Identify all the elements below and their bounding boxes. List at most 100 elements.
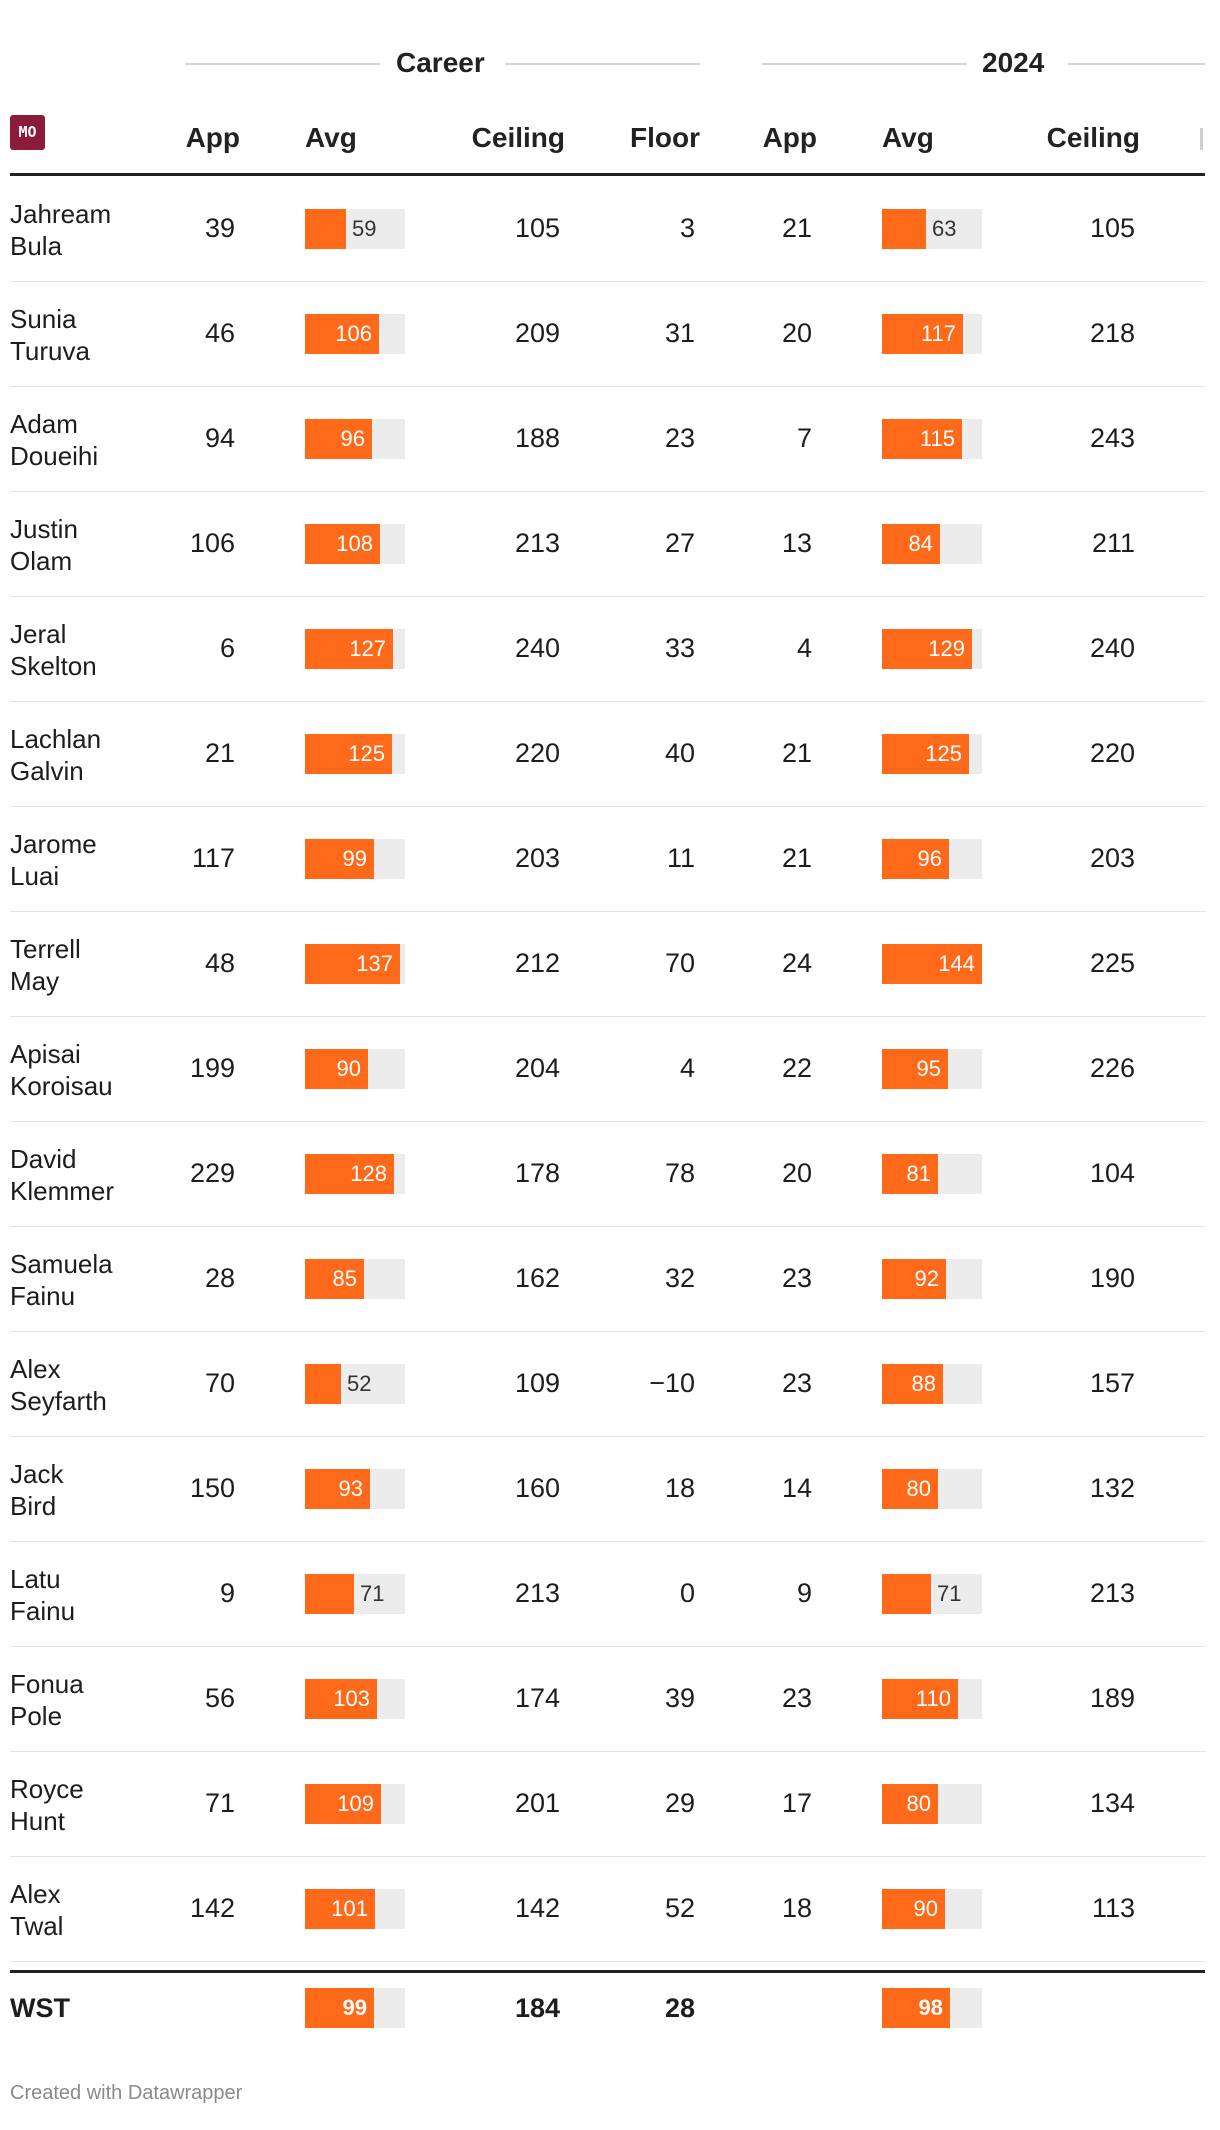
player-name: Alex Twal xyxy=(10,1879,64,1941)
career-avg-bar: 137 xyxy=(305,944,405,984)
y2024-app-cell: 4 xyxy=(796,633,812,663)
header-rule xyxy=(10,173,1205,176)
table-row: Lachlan Galvin 21 125 220 40 21 125 220 xyxy=(10,701,1205,807)
y2024-avg-fill xyxy=(882,1049,948,1089)
career-group-rule-left xyxy=(185,63,380,65)
y2024-ceiling-cell: 240 xyxy=(1089,633,1135,663)
y2024-avg-bar: 117 xyxy=(882,314,982,354)
y2024-avg-value: 117 xyxy=(920,321,956,346)
career-avg-value: 128 xyxy=(350,1161,387,1186)
career-avg-bar: 99 xyxy=(305,839,405,879)
career-avg-value: 71 xyxy=(360,1581,385,1606)
career-ceiling-cell: 220 xyxy=(514,738,560,768)
career-app-cell: 229 xyxy=(189,1158,235,1188)
y2024-avg-fill xyxy=(882,1679,958,1719)
career-avg-bar: 52 xyxy=(305,1364,405,1404)
career-avg-fill xyxy=(305,734,392,774)
y2024-avg-value: 80 xyxy=(906,1791,931,1816)
y2024-avg-value: 96 xyxy=(917,846,942,871)
player-name: Latu Fainu xyxy=(10,1564,76,1626)
career-avg-fill xyxy=(305,1049,368,1089)
y2024-avg-value: 125 xyxy=(925,741,962,766)
y2024-app-cell: 23 xyxy=(781,1683,812,1713)
career-ceiling-cell: 240 xyxy=(514,633,560,663)
col-header-career-floor[interactable]: Floor xyxy=(630,122,700,153)
table-row: Jeral Skelton 6 127 240 33 4 129 240 xyxy=(10,596,1205,702)
y2024-avg-bar: 81 xyxy=(882,1154,982,1194)
table-row: Jarome Luai 117 99 203 11 21 96 203 xyxy=(10,806,1205,912)
total-label: WST xyxy=(10,1993,70,2023)
y2024-ceiling-cell: 104 xyxy=(1089,1158,1135,1188)
career-ceiling-cell: 160 xyxy=(514,1473,560,1503)
career-avg-bar: 128 xyxy=(305,1154,405,1194)
player-name: Terrell May xyxy=(10,934,81,996)
y2024-avg-fill xyxy=(882,1154,938,1194)
career-avg-fill xyxy=(305,209,346,249)
team-logo-icon: MO xyxy=(10,115,45,150)
player-name: Justin Olam xyxy=(10,514,78,576)
col-header-career-app[interactable]: App xyxy=(185,122,240,153)
col-header-2024-avg[interactable]: Avg xyxy=(882,122,934,153)
y2024-avg-bar: 88 xyxy=(882,1364,982,1404)
y2024-avg-fill xyxy=(882,1784,938,1824)
y2024-app-cell: 24 xyxy=(781,948,812,978)
col-header-2024-ceiling[interactable]: Ceiling xyxy=(1046,122,1140,153)
y2024-avg-bar: 63 xyxy=(882,209,982,249)
y2024-avg-fill xyxy=(882,1889,945,1929)
career-avg-value: 52 xyxy=(347,1371,372,1396)
total-2024-avg-value: 98 xyxy=(918,1995,943,2020)
career-avg-bar: 71 xyxy=(305,1574,405,1614)
y2024-ceiling-cell: 226 xyxy=(1089,1053,1135,1083)
y2024-ceiling-cell: 132 xyxy=(1089,1473,1135,1503)
footer-credit[interactable]: Created with Datawrapper xyxy=(10,2082,243,2104)
career-ceiling-cell: 213 xyxy=(514,528,560,558)
career-avg-fill xyxy=(305,839,374,879)
y2024-app-cell: 21 xyxy=(781,213,812,243)
career-avg-fill xyxy=(305,1259,364,1299)
career-floor-cell: 3 xyxy=(679,213,695,243)
y2024-avg-bar: 125 xyxy=(882,734,982,774)
player-name: Adam Doueihi xyxy=(10,409,99,471)
career-avg-value: 125 xyxy=(348,741,385,766)
career-avg-bar: 90 xyxy=(305,1049,405,1089)
y2024-avg-value: 144 xyxy=(938,951,975,976)
career-app-cell: 28 xyxy=(204,1263,235,1293)
table-row: Adam Doueihi 94 96 188 23 7 115 243 xyxy=(10,386,1205,492)
career-avg-fill xyxy=(305,314,379,354)
career-avg-bar: 125 xyxy=(305,734,405,774)
y2024-avg-bar: 110 xyxy=(882,1679,982,1719)
career-floor-cell: 39 xyxy=(664,1683,695,1713)
table-row: Fonua Pole 56 103 174 39 23 110 189 xyxy=(10,1646,1205,1752)
table-row: Jahream Bula 39 59 105 3 21 63 105 xyxy=(10,176,1205,282)
y2024-app-cell: 20 xyxy=(781,318,812,348)
career-floor-cell: 18 xyxy=(664,1473,695,1503)
table-row: Alex Twal 142 101 142 52 18 90 113 xyxy=(10,1856,1205,1962)
career-floor-cell: 70 xyxy=(664,948,695,978)
career-avg-fill xyxy=(305,1154,394,1194)
table-row: Jack Bird 150 93 160 18 14 80 132 xyxy=(10,1436,1205,1542)
career-ceiling-cell: 212 xyxy=(514,948,560,978)
career-avg-fill xyxy=(305,524,380,564)
career-avg-bar: 103 xyxy=(305,1679,405,1719)
player-name: Fonua Pole xyxy=(10,1669,84,1731)
career-app-cell: 70 xyxy=(204,1368,235,1398)
y2024-ceiling-cell: 213 xyxy=(1089,1578,1135,1608)
table-row: Terrell May 48 137 212 70 24 144 225 xyxy=(10,911,1205,1017)
career-floor-cell: 23 xyxy=(664,423,695,453)
col-header-2024-app[interactable]: App xyxy=(762,122,817,153)
career-avg-value: 103 xyxy=(333,1686,370,1711)
career-avg-value: 85 xyxy=(332,1266,357,1291)
career-app-cell: 39 xyxy=(204,213,235,243)
col-header-career-avg[interactable]: Avg xyxy=(305,122,357,153)
career-avg-bar: 106 xyxy=(305,314,405,354)
y2024-avg-bar: 71 xyxy=(882,1574,982,1614)
career-ceiling-cell: 109 xyxy=(514,1368,560,1398)
career-floor-cell: 52 xyxy=(664,1893,695,1923)
career-app-cell: 106 xyxy=(189,528,235,558)
career-floor-cell: 33 xyxy=(664,633,695,663)
y2024-avg-fill xyxy=(882,629,972,669)
col-header-career-ceiling[interactable]: Ceiling xyxy=(471,122,565,153)
y2024-avg-fill xyxy=(882,1469,938,1509)
career-avg-value: 106 xyxy=(335,321,372,346)
